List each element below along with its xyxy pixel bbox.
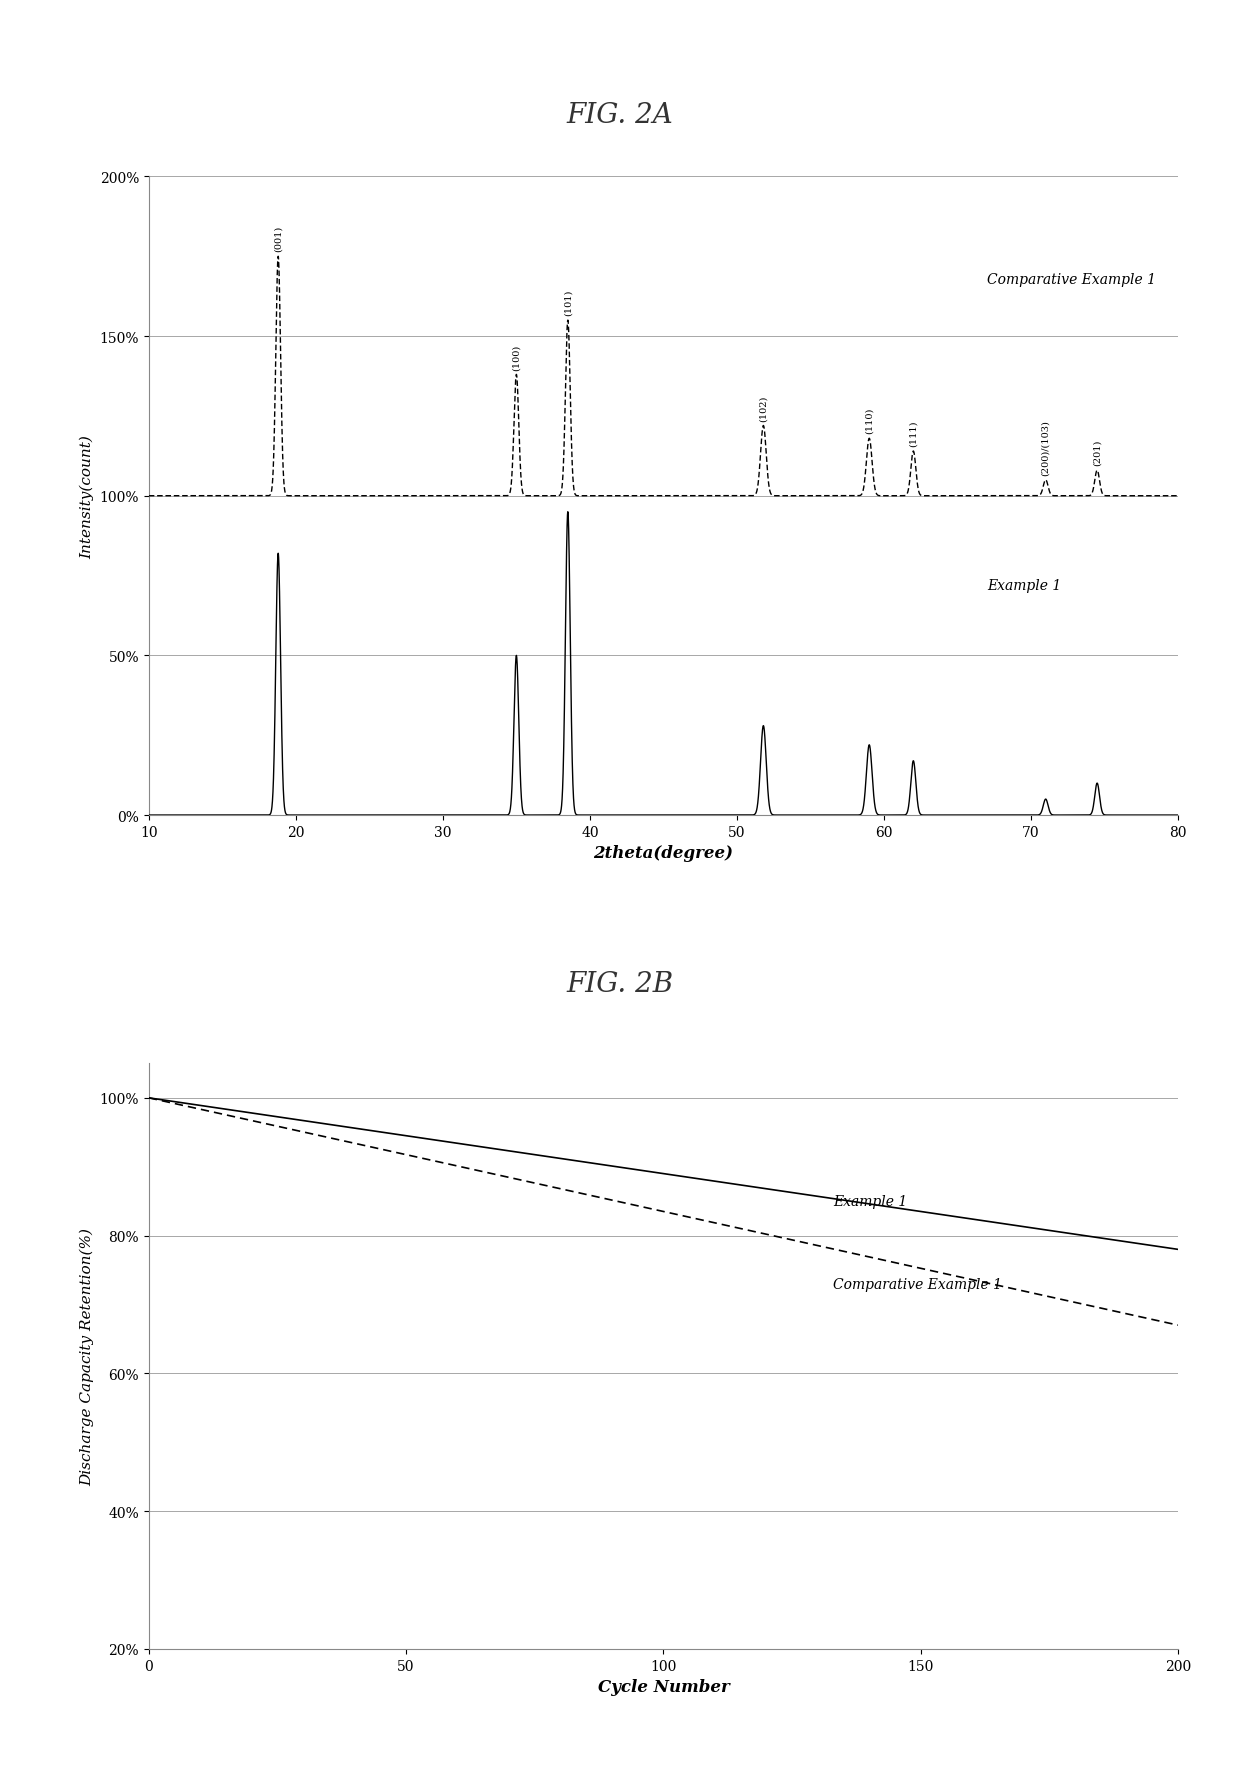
Text: Comparative Example 1: Comparative Example 1 — [833, 1277, 1002, 1291]
X-axis label: 2theta(degree): 2theta(degree) — [594, 846, 733, 862]
Text: (201): (201) — [1092, 440, 1101, 466]
Text: (102): (102) — [759, 395, 768, 422]
Text: Comparative Example 1: Comparative Example 1 — [987, 273, 1156, 287]
Text: FIG. 2A: FIG. 2A — [567, 101, 673, 129]
Text: Example 1: Example 1 — [987, 578, 1061, 592]
Text: (200)/(103): (200)/(103) — [1042, 420, 1050, 475]
Text: (111): (111) — [909, 420, 918, 447]
Text: FIG. 2B: FIG. 2B — [567, 970, 673, 998]
Text: (101): (101) — [563, 289, 573, 316]
Y-axis label: Discharge Capacity Retention(%): Discharge Capacity Retention(%) — [79, 1227, 94, 1486]
X-axis label: Cycle Number: Cycle Number — [598, 1679, 729, 1695]
Text: Example 1: Example 1 — [833, 1195, 908, 1209]
Y-axis label: Intensity(count): Intensity(count) — [79, 434, 94, 558]
Text: (100): (100) — [512, 344, 521, 371]
Text: (001): (001) — [274, 227, 283, 252]
Text: (110): (110) — [864, 408, 874, 434]
